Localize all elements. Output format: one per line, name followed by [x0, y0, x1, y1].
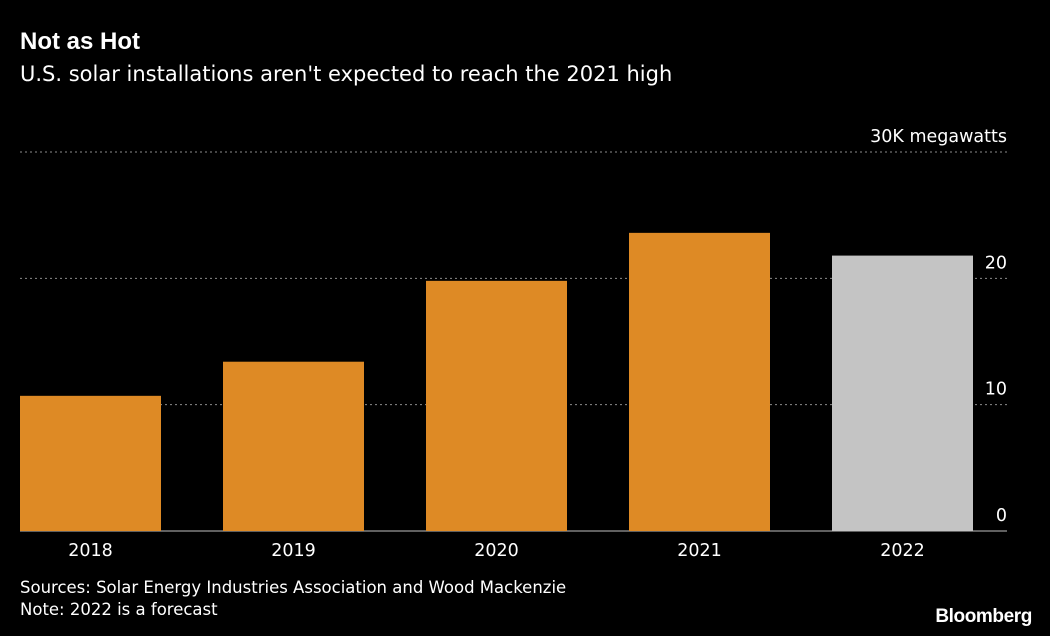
bar-2020	[426, 280, 567, 531]
bar-2018	[20, 395, 161, 531]
x-tick-label: 2019	[271, 541, 316, 561]
bar-2022	[832, 255, 973, 532]
x-tick-label: 2022	[880, 541, 925, 561]
x-tick-label: 2021	[677, 541, 722, 561]
source-note: Sources: Solar Energy Industries Associa…	[20, 578, 567, 597]
forecast-note: Note: 2022 is a forecast	[20, 600, 218, 619]
y-tick-label: 30K megawatts	[870, 127, 1007, 147]
x-tick-label: 2018	[68, 541, 113, 561]
chart-title: Not as Hot	[20, 28, 140, 55]
x-tick-label: 2020	[474, 541, 519, 561]
bloomberg-logo: Bloomberg	[935, 606, 1032, 627]
chart-subtitle: U.S. solar installations aren't expected…	[20, 62, 673, 86]
bar-2019	[223, 361, 364, 531]
bars	[20, 232, 973, 532]
y-tick-labels: 0 10 20 30K megawatts	[870, 127, 1007, 526]
y-tick-label: 20	[985, 253, 1007, 273]
x-tick-labels: 2018 2019 2020 2021 2022	[68, 541, 925, 561]
y-tick-label: 10	[985, 380, 1007, 400]
bar-2021	[629, 232, 770, 531]
y-tick-label: 0	[996, 506, 1007, 526]
